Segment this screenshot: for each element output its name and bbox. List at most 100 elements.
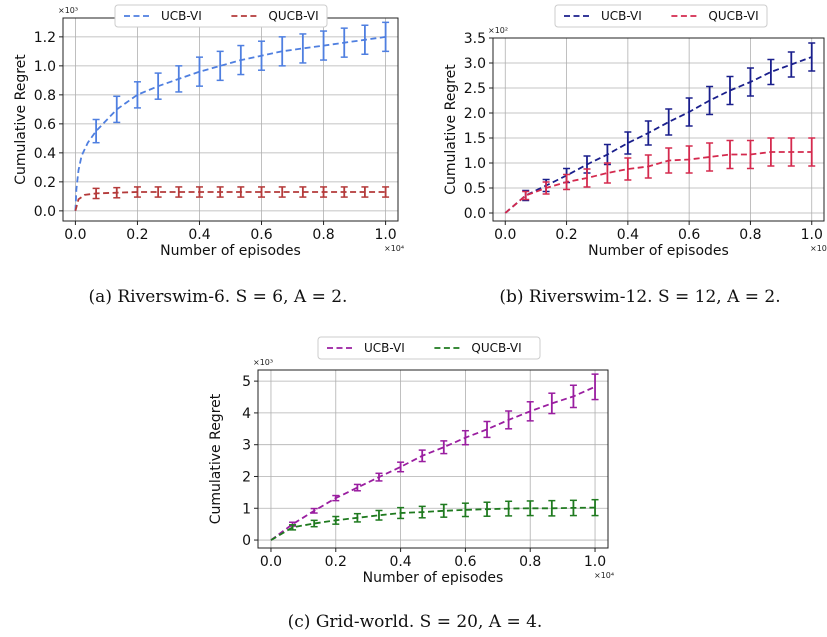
error-bar [526, 401, 534, 422]
error-bar [175, 186, 183, 198]
error-bar [787, 51, 795, 78]
x-multiplier: ×10⁴ [384, 244, 404, 253]
error-bar [310, 519, 318, 528]
error-bar [397, 461, 405, 473]
y-tick-label: 2.5 [464, 81, 486, 97]
x-tick-label: 1.0 [374, 227, 396, 243]
plot-frame [62, 17, 399, 222]
error-bar [237, 44, 245, 76]
y-tick-label: 1.0 [464, 156, 486, 172]
error-bar [808, 137, 816, 167]
error-bar [569, 499, 577, 517]
x-tick-label: 0.2 [126, 227, 148, 243]
error-bar [644, 120, 652, 146]
error-bar [397, 506, 405, 520]
error-bar [522, 190, 530, 201]
error-bar [133, 186, 141, 198]
legend-label: QUCB-VI [708, 9, 758, 23]
legend-item: UCB-VI [564, 9, 642, 23]
error-bar [542, 181, 550, 195]
error-bar [583, 168, 591, 188]
caption: (a) Riverswim-6. S = 6, A = 2. [89, 287, 348, 307]
error-bar [624, 157, 632, 181]
error-bar [706, 142, 714, 172]
y-axis-label: Cumulative Regret [443, 64, 459, 195]
x-tick-label: 1.0 [801, 227, 823, 243]
legend-item: QUCB-VI [434, 341, 522, 355]
y-tick-label: 0 [242, 533, 251, 549]
chart-c: 0.0 0.2 0.4 0.6 0.8 1.0 0 1 2 3 4 5×10³ ×10⁴ Number o… [208, 336, 614, 632]
y-tick-label: 2.0 [464, 106, 486, 122]
x-tick-label: 0.8 [739, 227, 761, 243]
y-tick-label: 4 [242, 406, 251, 422]
error-bar [461, 502, 469, 518]
error-bar [375, 472, 383, 482]
error-bar [353, 483, 361, 492]
y-axis-label: Cumulative Regret [13, 54, 29, 185]
x-tick-label: 0.2 [555, 227, 577, 243]
legend: UCB-VI QUCB-VI [554, 4, 768, 28]
x-tick-label: 0.8 [312, 227, 334, 243]
plot-frame [257, 369, 609, 549]
y-tick-label: 0.4 [34, 146, 56, 162]
error-bar [685, 145, 693, 174]
series-line-qucb-vi [270, 506, 596, 541]
y-tick-label: 1 [242, 501, 251, 517]
error-bar [216, 50, 224, 82]
legend-box [114, 4, 328, 28]
error-bar [808, 42, 816, 72]
error-bar [154, 186, 162, 198]
error-bar [603, 143, 611, 166]
x-tick-label: 0.4 [389, 554, 411, 570]
series-line-ucb-vi [270, 385, 596, 541]
series-line-qucb-vi [504, 151, 812, 214]
error-bar [505, 500, 513, 517]
x-multiplier: ×10⁴ [594, 571, 614, 580]
error-bar [726, 139, 734, 170]
x-tick-label: 0.0 [64, 227, 86, 243]
error-bar [767, 58, 775, 86]
error-bar [310, 507, 318, 514]
y-tick-label: 5 [242, 374, 251, 390]
legend-box [554, 4, 768, 28]
y-multiplier: ×10³ [58, 6, 78, 15]
y-tick-label: 2 [242, 469, 251, 485]
error-bar [746, 67, 754, 97]
error-bar [787, 137, 795, 167]
y-multiplier: ×10² [488, 26, 508, 35]
legend-label: QUCB-VI [268, 9, 318, 23]
error-bar [548, 499, 556, 517]
error-bar [216, 186, 224, 198]
error-bar [320, 30, 328, 61]
legend-item: QUCB-VI [671, 9, 759, 23]
error-bar [340, 186, 348, 198]
x-axis-label: Number of episodes [588, 243, 729, 259]
error-bar [726, 75, 734, 106]
error-bar [195, 186, 203, 198]
x-tick-label: 0.0 [260, 554, 282, 570]
y-tick-label: 3.5 [464, 31, 486, 47]
error-bar [483, 501, 491, 517]
error-bar [375, 509, 383, 521]
chart-b: 0.0 0.2 0.4 0.6 0.8 1.0 0.0 0.5 1.0 1.5 2.0 2.5 3.0 3… [443, 4, 827, 307]
chart-a: 0.0 0.2 0.4 0.6 0.8 1.0 0.0 0.2 0.4 0.6 0.8 1.0 1.2 ×… [13, 4, 404, 307]
error-bar [195, 56, 203, 87]
error-bar [175, 65, 183, 93]
error-bar [483, 420, 491, 439]
y-multiplier: ×10³ [253, 358, 273, 367]
error-bar [382, 186, 390, 198]
error-bar [299, 33, 307, 64]
error-bar [418, 505, 426, 519]
error-bar [767, 137, 775, 167]
error-bar [591, 373, 599, 401]
error-bar [440, 440, 448, 455]
caption: (c) Grid-world. S = 20, A = 4. [288, 612, 543, 632]
legend-item: UCB-VI [124, 9, 202, 23]
error-bar [320, 186, 328, 198]
error-bar [591, 498, 599, 517]
legend-item: UCB-VI [327, 341, 405, 355]
error-bar [289, 524, 297, 531]
y-tick-label: 1.5 [464, 131, 486, 147]
y-tick-label: 0.2 [34, 175, 56, 191]
error-bar [603, 162, 611, 184]
